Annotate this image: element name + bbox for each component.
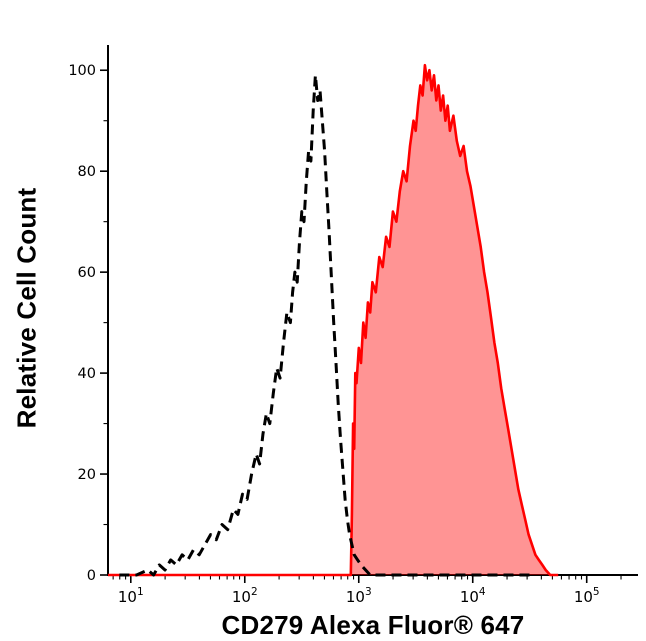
x-axis-tick-label: 103 xyxy=(346,586,372,606)
x-axis-tick-label: 102 xyxy=(232,586,258,606)
unstained-control-curve xyxy=(119,73,530,577)
x-axis-tick-label: 101 xyxy=(118,586,144,606)
x-axis-tick-label: 104 xyxy=(460,586,486,606)
x-axis-tick-label: 105 xyxy=(574,586,600,606)
x-axis-label: CD279 Alexa Fluor® 647 xyxy=(221,610,525,640)
y-axis-tick-label: 80 xyxy=(78,164,96,180)
y-axis-tick-label: 60 xyxy=(78,265,96,281)
cd279-stained-sample-curve xyxy=(108,63,559,577)
y-axis-tick-label: 100 xyxy=(68,63,96,79)
y-axis-tick-label: 0 xyxy=(87,568,96,584)
y-axis-tick-label: 40 xyxy=(78,366,96,382)
y-axis-tick-label: 20 xyxy=(78,467,96,483)
cd279-stained-sample-fill xyxy=(108,65,559,575)
